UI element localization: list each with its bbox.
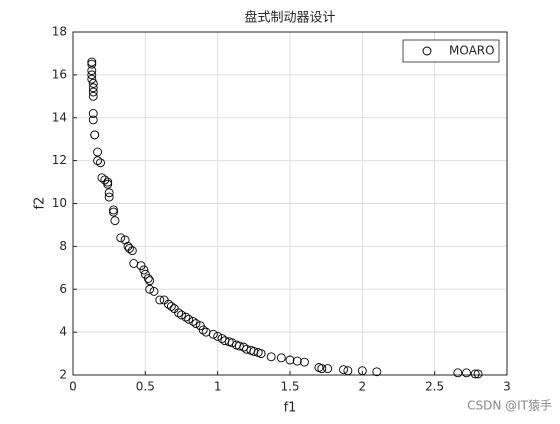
point (177, 310, 186, 320)
point (116, 233, 126, 243)
point (317, 364, 327, 374)
y-tick-label: 12 (52, 153, 67, 167)
axes-box (72, 31, 508, 376)
point (87, 57, 97, 67)
point (155, 295, 165, 305)
point (208, 329, 218, 339)
y-tick-label: 14 (52, 110, 67, 124)
point (103, 179, 113, 189)
legend-box (402, 39, 500, 63)
point (109, 205, 118, 215)
point (103, 177, 113, 187)
point (357, 366, 367, 376)
point (217, 334, 227, 344)
point (276, 353, 286, 363)
y-tick-label: 16 (52, 67, 67, 81)
point (87, 66, 97, 76)
point (470, 369, 480, 379)
legend-label: MOARO (449, 44, 495, 58)
point (87, 74, 97, 84)
point (164, 299, 173, 309)
point (145, 284, 155, 294)
point (198, 325, 208, 335)
y-tick-label: 2 (59, 368, 67, 382)
point (174, 308, 184, 318)
y-axis-label: f2 (33, 197, 48, 210)
point (88, 83, 98, 93)
x-tick-label: 0.5 (136, 380, 155, 394)
point (300, 357, 309, 367)
point (239, 342, 249, 352)
point (234, 341, 244, 351)
point (343, 366, 353, 376)
watermark: CSDN @IT猿手 (467, 398, 552, 413)
point (473, 369, 483, 379)
point (96, 158, 105, 168)
point (145, 276, 155, 286)
y-tick-label: 4 (59, 325, 67, 339)
point (191, 319, 201, 328)
point (93, 147, 103, 157)
x-tick-label: 0 (69, 380, 77, 394)
point (88, 87, 98, 97)
point (143, 274, 153, 283)
point (88, 115, 98, 125)
point (90, 130, 100, 140)
point (88, 109, 98, 118)
y-tick-label: 6 (59, 282, 67, 296)
point (166, 301, 176, 311)
point (339, 365, 348, 375)
point (110, 216, 120, 226)
x-tick-label: 1.5 (280, 380, 299, 394)
point (188, 316, 198, 326)
point (104, 188, 114, 198)
y-tick-label: 10 (52, 196, 67, 210)
x-tick-label: 3 (503, 380, 511, 394)
point (149, 286, 159, 296)
point (462, 368, 471, 378)
point (93, 156, 103, 166)
point (97, 173, 107, 183)
point (453, 368, 463, 378)
point (104, 192, 114, 202)
point (139, 265, 149, 275)
point (184, 314, 194, 324)
point (227, 338, 237, 348)
chart-title: 盘式制动器设计 (244, 10, 335, 26)
point (88, 78, 98, 88)
point (87, 70, 97, 80)
x-tick-label: 2 (359, 380, 367, 394)
point (256, 349, 266, 359)
point (87, 59, 97, 69)
point (127, 246, 137, 256)
point (292, 356, 302, 366)
x-tick-label: 2.5 (425, 380, 444, 394)
point (213, 331, 223, 341)
point (88, 91, 98, 101)
y-tick-label: 18 (52, 25, 67, 39)
point (266, 352, 276, 362)
x-tick-label: 1 (214, 380, 222, 394)
point (124, 244, 134, 253)
legend-marker (422, 46, 432, 56)
y-tick-label: 8 (59, 239, 67, 253)
point (109, 207, 118, 217)
point (372, 367, 382, 377)
point (323, 364, 333, 374)
point (285, 355, 295, 365)
x-axis-label: f1 (284, 401, 297, 416)
point (181, 312, 191, 322)
